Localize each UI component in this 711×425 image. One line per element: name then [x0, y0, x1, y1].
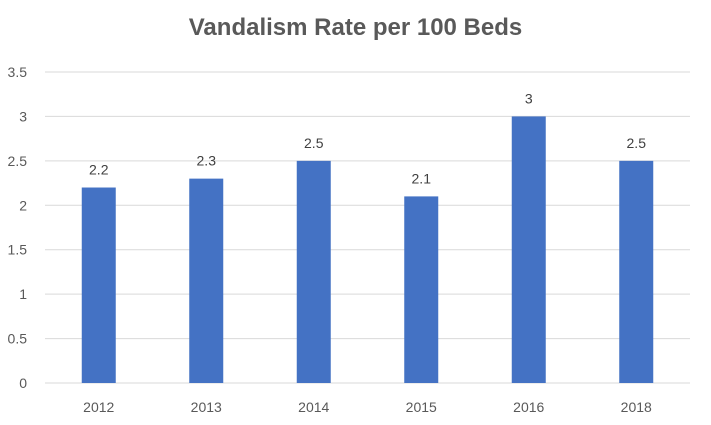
y-tick-label: 2.5	[8, 153, 28, 169]
y-tick-label: 0.5	[8, 331, 28, 347]
data-labels: 2.2 2.3 2.5 2.1 3 2.5	[89, 90, 646, 186]
data-label-2015: 2.1	[412, 170, 432, 186]
y-tick-label: 3	[19, 108, 27, 124]
bar-2016	[511, 116, 546, 383]
x-tick-label-2012: 2012	[83, 399, 114, 415]
x-tick-label-2013: 2013	[191, 399, 222, 415]
bar-2015	[404, 196, 439, 383]
data-label-2016: 3	[525, 90, 533, 106]
y-tick-label: 0	[19, 375, 27, 391]
gridlines	[45, 71, 690, 384]
bar-2013	[189, 178, 224, 383]
y-tick-label: 1.5	[8, 242, 28, 258]
bars	[81, 116, 654, 383]
x-tick-label-2016: 2016	[513, 399, 544, 415]
data-label-2018: 2.5	[627, 135, 647, 151]
y-tick-label: 2	[19, 197, 27, 213]
y-axis-ticks: 0 0.5 1 1.5 2 2.5 3 3.5	[8, 64, 28, 391]
bar-2018	[619, 160, 654, 383]
bar-2014	[296, 160, 331, 383]
x-tick-label-2014: 2014	[298, 399, 329, 415]
data-label-2014: 2.5	[304, 135, 324, 151]
data-label-2012: 2.2	[89, 162, 109, 178]
x-tick-label-2015: 2015	[406, 399, 437, 415]
x-axis-ticks: 2012 2013 2014 2015 2016 2018	[83, 399, 652, 415]
chart-title: Vandalism Rate per 100 Beds	[188, 14, 523, 41]
x-tick-label-2018: 2018	[621, 399, 652, 415]
bar-2012	[81, 187, 116, 383]
data-label-2013: 2.3	[197, 153, 217, 169]
y-tick-label: 1	[19, 286, 27, 302]
y-tick-label: 3.5	[8, 64, 28, 80]
